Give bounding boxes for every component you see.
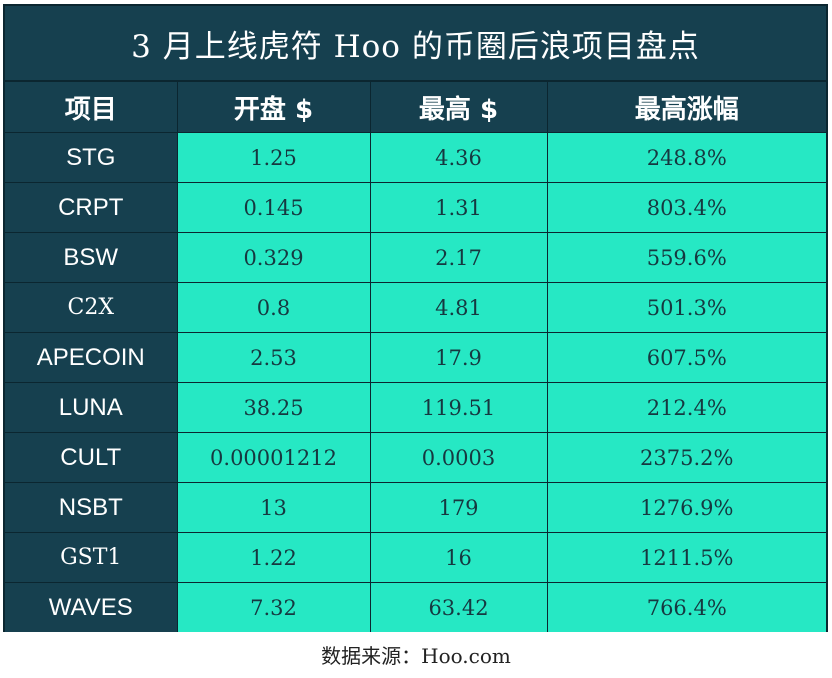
open-price: 1.25 bbox=[177, 132, 371, 183]
high-price: 17.9 bbox=[370, 332, 548, 383]
open-price: 7.32 bbox=[177, 582, 371, 632]
open-price: 0.00001212 bbox=[177, 432, 371, 483]
high-price: 4.36 bbox=[370, 132, 548, 183]
project-name: GST1 bbox=[5, 532, 178, 583]
project-name: CRPT bbox=[5, 182, 178, 233]
open-price: 2.53 bbox=[177, 332, 371, 383]
max-gain: 501.3% bbox=[547, 282, 826, 333]
table-row: APECOIN 2.53 17.9 607.5% bbox=[5, 332, 826, 383]
table-row: NSBT 13 179 1276.9% bbox=[5, 482, 826, 533]
high-price: 2.17 bbox=[370, 232, 548, 283]
max-gain: 559.6% bbox=[547, 232, 826, 283]
open-price: 0.8 bbox=[177, 282, 371, 333]
open-price: 1.22 bbox=[177, 532, 371, 583]
max-gain: 803.4% bbox=[547, 182, 826, 233]
column-header-open: 开盘 $ bbox=[177, 82, 371, 133]
project-name: STG bbox=[5, 132, 178, 183]
max-gain: 607.5% bbox=[547, 332, 826, 383]
header-row: 项目 开盘 $ 最高 $ 最高涨幅 bbox=[5, 82, 826, 133]
table-row: CULT 0.00001212 0.0003 2375.2% bbox=[5, 432, 826, 483]
max-gain: 2375.2% bbox=[547, 432, 826, 483]
table-row: GST1 1.22 16 1211.5% bbox=[5, 532, 826, 583]
project-name: CULT bbox=[5, 432, 178, 483]
column-header-gain: 最高涨幅 bbox=[547, 82, 826, 133]
max-gain: 1211.5% bbox=[547, 532, 826, 583]
high-price: 16 bbox=[370, 532, 548, 583]
project-name: LUNA bbox=[5, 382, 178, 433]
open-price: 0.145 bbox=[177, 182, 371, 233]
table-row: STG 1.25 4.36 248.8% bbox=[5, 132, 826, 183]
table-row: WAVES 7.32 63.42 766.4% bbox=[5, 582, 826, 632]
max-gain: 212.4% bbox=[547, 382, 826, 433]
data-table: 项目 开盘 $ 最高 $ 最高涨幅 STG 1.25 4.36 248.8% C… bbox=[5, 82, 826, 632]
project-name: APECOIN bbox=[5, 332, 178, 383]
column-header-high: 最高 $ bbox=[370, 82, 548, 133]
project-name: BSW bbox=[5, 232, 178, 283]
table-title: 3 月上线虎符 Hoo 的币圈后浪项目盘点 bbox=[5, 6, 826, 82]
high-price: 119.51 bbox=[370, 382, 548, 433]
table-row: LUNA 38.25 119.51 212.4% bbox=[5, 382, 826, 433]
open-price: 0.329 bbox=[177, 232, 371, 283]
project-name: NSBT bbox=[5, 482, 178, 533]
column-header-project: 项目 bbox=[5, 82, 178, 133]
high-price: 179 bbox=[370, 482, 548, 533]
open-price: 38.25 bbox=[177, 382, 371, 433]
table-frame: 3 月上线虎符 Hoo 的币圈后浪项目盘点 项目 开盘 $ 最高 $ 最高涨幅 … bbox=[3, 4, 828, 632]
open-price: 13 bbox=[177, 482, 371, 533]
high-price: 0.0003 bbox=[370, 432, 548, 483]
high-price: 4.81 bbox=[370, 282, 548, 333]
high-price: 1.31 bbox=[370, 182, 548, 233]
table-row: BSW 0.329 2.17 559.6% bbox=[5, 232, 826, 283]
max-gain: 248.8% bbox=[547, 132, 826, 183]
high-price: 63.42 bbox=[370, 582, 548, 632]
project-name: WAVES bbox=[5, 582, 178, 632]
project-name: C2X bbox=[5, 282, 178, 333]
max-gain: 766.4% bbox=[547, 582, 826, 632]
table-row: CRPT 0.145 1.31 803.4% bbox=[5, 182, 826, 233]
table-row: C2X 0.8 4.81 501.3% bbox=[5, 282, 826, 333]
data-source-note: 数据来源：Hoo.com bbox=[321, 644, 511, 668]
max-gain: 1276.9% bbox=[547, 482, 826, 533]
